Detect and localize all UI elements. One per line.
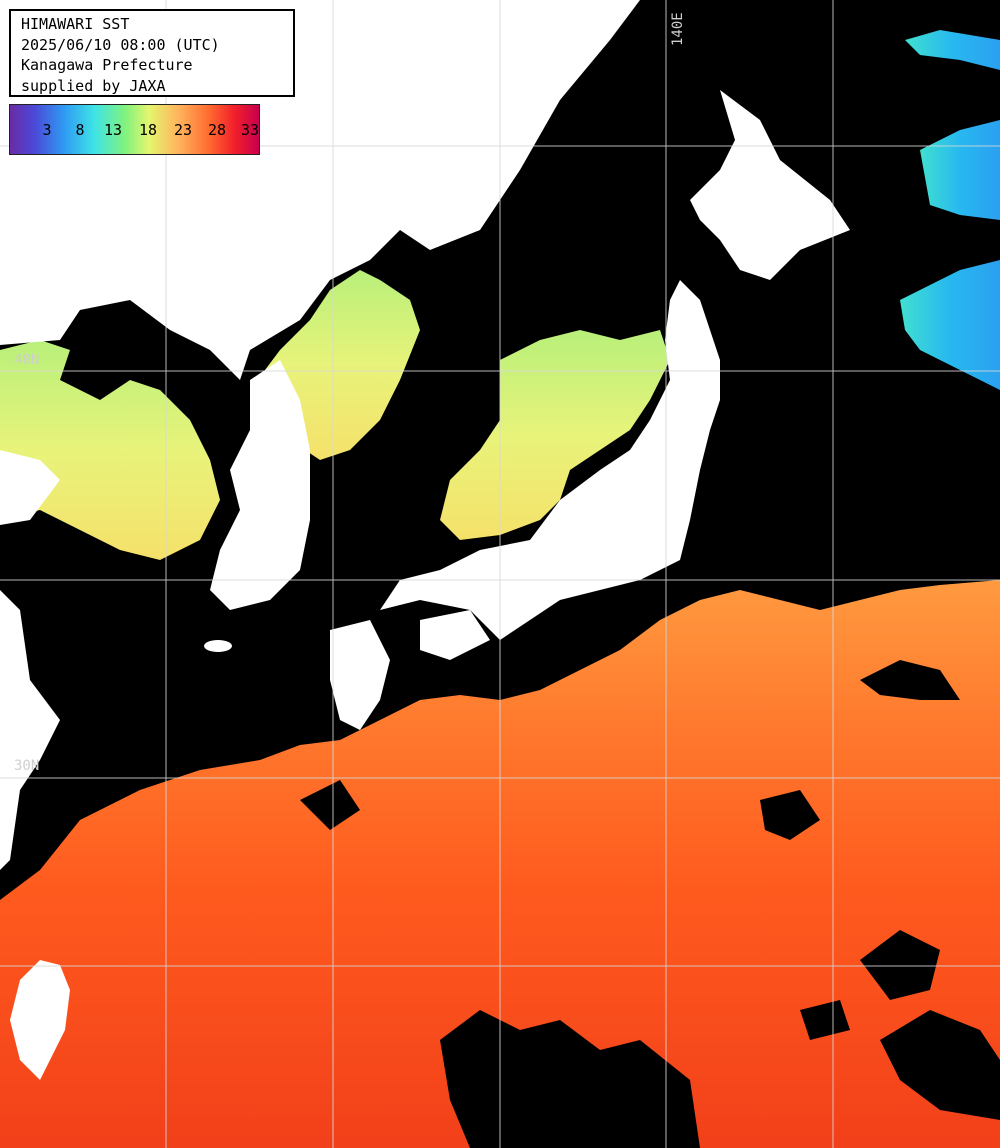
- legend-tick: 18: [138, 121, 158, 139]
- legend-labels: 3 8 13 18 23 28 33: [10, 121, 259, 141]
- legend-tick: 23: [173, 121, 193, 139]
- cold-sea-top: [905, 30, 1000, 70]
- yellow-sea-mild: [0, 340, 220, 560]
- color-scale-legend: 3 8 13 18 23 28 33: [9, 104, 260, 155]
- cold-sea-north: [920, 120, 1000, 220]
- legend-tick: 3: [42, 121, 52, 139]
- cloud-patches: [300, 660, 1000, 1148]
- lat-label-40n: 40N: [14, 352, 40, 368]
- legend-tick: 33: [240, 121, 260, 139]
- lon-label-140e: 140E: [670, 12, 686, 46]
- legend-tick: 8: [75, 121, 85, 139]
- product-title: HIMAWARI SST: [21, 15, 130, 33]
- japan-sea-mild: [440, 330, 670, 540]
- lat-label-30n: 30N: [14, 758, 40, 774]
- timestamp: 2025/06/10 08:00 (UTC): [21, 35, 220, 54]
- publisher: Kanagawa Prefecture: [21, 56, 193, 74]
- legend-tick: 28: [207, 121, 227, 139]
- cold-sea-northeast: [900, 260, 1000, 390]
- data-source: supplied by JAXA: [21, 76, 166, 95]
- info-box: HIMAWARI SST 2025/06/10 08:00 (UTC) Kana…: [9, 9, 295, 97]
- legend-tick: 13: [103, 121, 123, 139]
